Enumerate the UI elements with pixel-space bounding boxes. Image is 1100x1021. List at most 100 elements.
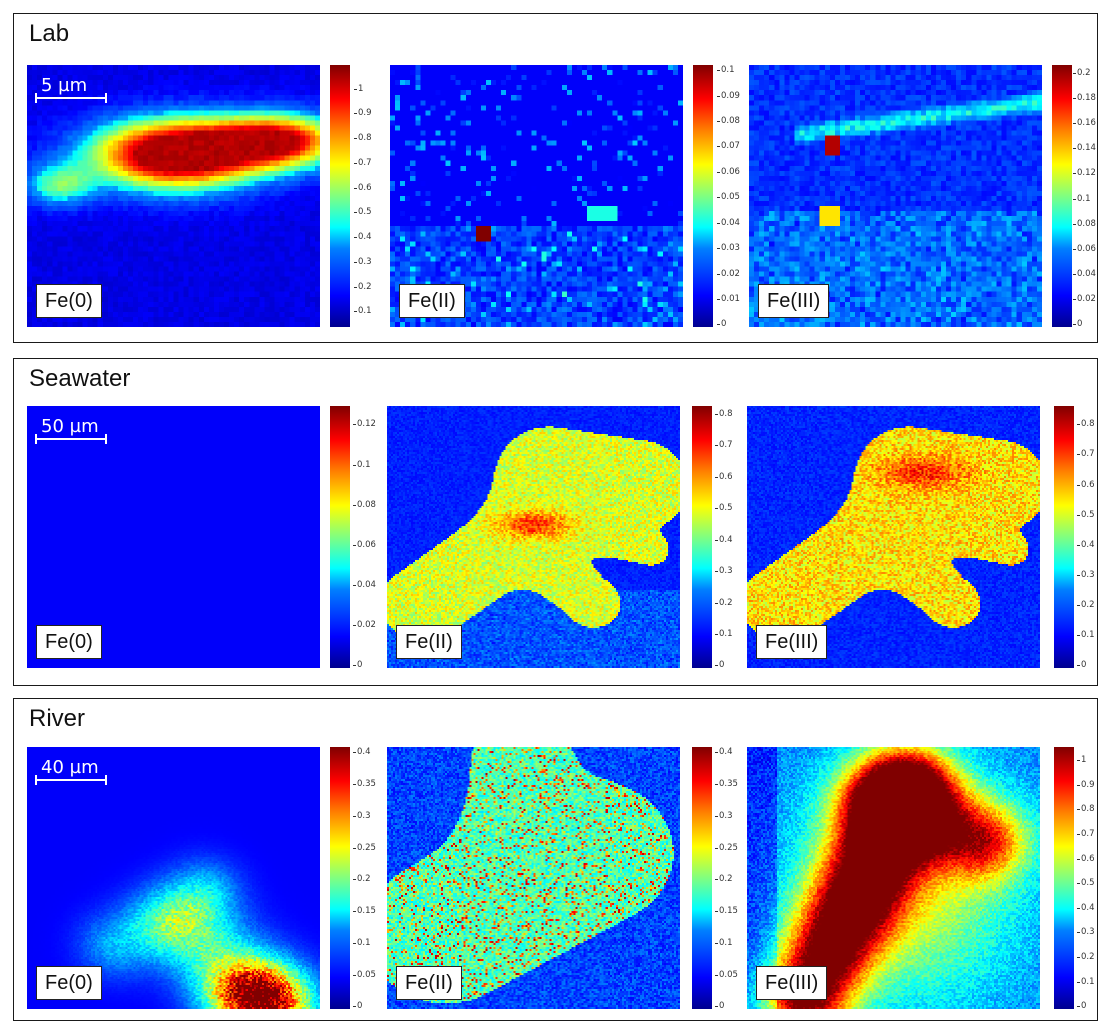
colorbar-tick-label: 0.35 — [715, 779, 738, 789]
colorbar-tick-label: 0 — [716, 319, 727, 330]
colorbar-tick-label: 0.6 — [354, 182, 372, 193]
species-label: Fe(III) — [758, 284, 830, 318]
colorbar-tick-label: 0.8 — [1077, 419, 1095, 430]
panel-title: Lab — [29, 20, 70, 47]
map-seawater-fe2: Fe(II) — [387, 406, 680, 668]
colorbar-tick-label: 0.3 — [353, 810, 371, 821]
colorbar-tick-label: 0.12 — [1073, 168, 1096, 179]
panel-lab: Lab 5 µm Fe(0) 1 0.9 0.8 0.7 0.6 0.5 0.4 0.3 0.2… — [13, 13, 1098, 343]
map-lab-fe3: Fe(III) — [749, 65, 1042, 327]
colorbar-tick-label: 0.06 — [353, 539, 376, 550]
colorbar-tick-label: 0.2 — [1073, 67, 1091, 78]
colorbar-tick-label: 0.4 — [1077, 902, 1095, 913]
colorbar-ticks: 0.1 0.09 0.08 0.07 0.06 0.05 0.04 0.03 0.02 0.01 0 — [716, 65, 761, 330]
scale-bar: 50 µm — [35, 416, 113, 446]
heatmap — [390, 65, 683, 327]
colorbar-tick-label: 0.3 — [1077, 569, 1095, 580]
colorbar-tick-label: 0.4 — [715, 534, 733, 545]
map-river-fe0: 40 µm Fe(0) — [27, 747, 320, 1009]
colorbar-tick-label: 0.6 — [715, 471, 733, 482]
heatmap — [387, 747, 680, 1009]
species-label: Fe(III) — [756, 625, 828, 659]
colorbar-tick-label: 0 — [1076, 1001, 1087, 1012]
map-lab-fe0: 5 µm Fe(0) — [27, 65, 320, 327]
scale-bar-line — [35, 775, 107, 785]
species-label: Fe(II) — [396, 966, 462, 1000]
colorbar-tick-label: 0.08 — [717, 116, 740, 127]
colorbar — [330, 65, 350, 327]
colorbar-tick-label: 0.05 — [353, 969, 376, 980]
heatmap — [387, 406, 680, 668]
colorbar-tick-label: 0.2 — [715, 874, 733, 885]
colorbar-tick-label: 0.3 — [1077, 927, 1095, 938]
colorbar-tick-label: 0.1 — [354, 306, 372, 317]
colorbar-tick-label: 0.9 — [354, 108, 372, 119]
colorbar-tick-label: 0.35 — [353, 779, 376, 789]
colorbar-tick-label: 0 — [1076, 660, 1087, 671]
colorbar-tick-label: 0.7 — [1077, 828, 1095, 839]
colorbar-tick-label: 0.9 — [1077, 779, 1095, 790]
colorbar-tick-label: 0.1 — [717, 65, 735, 76]
colorbar-tick-label: 0.2 — [354, 281, 372, 292]
colorbar-tick-label: 0.18 — [1073, 93, 1096, 103]
colorbar-tick-label: 0.1 — [1073, 193, 1091, 204]
colorbar-tick-label: 0.2 — [353, 874, 371, 885]
colorbar-tick-label: 0.12 — [353, 419, 376, 430]
panel-title: Seawater — [29, 365, 131, 392]
colorbar-tick-label: 0.4 — [354, 232, 372, 243]
colorbar-tick-label: 0.3 — [715, 566, 733, 577]
colorbar-tick-label: 0.04 — [1073, 269, 1096, 280]
colorbar-tick-label: 0.03 — [717, 243, 740, 254]
scale-bar-line — [35, 434, 107, 444]
colorbar-tick-label: 0.5 — [1077, 509, 1095, 520]
scale-bar-label: 40 µm — [41, 757, 99, 778]
colorbar-tick-label: 0.8 — [1077, 804, 1095, 815]
colorbar — [1054, 747, 1074, 1009]
colorbar-tick-label: 0.15 — [353, 906, 376, 917]
colorbar-tick-label: 0.7 — [715, 440, 733, 451]
colorbar-tick-label: 0.01 — [717, 293, 740, 304]
scale-bar: 40 µm — [35, 757, 113, 787]
colorbar-tick-label: 0.4 — [1077, 539, 1095, 550]
colorbar-tick-label: 0.8 — [715, 408, 733, 419]
colorbar-tick-label: 0.14 — [1073, 143, 1096, 154]
species-label: Fe(III) — [756, 966, 828, 1000]
colorbar-ticks: 0.4 0.35 0.3 0.25 0.2 0.15 0.1 0.05 0 — [352, 747, 397, 1011]
colorbar-tick-label: 0 — [1072, 319, 1083, 330]
colorbar-tick-label: 0.06 — [717, 166, 740, 177]
colorbar-tick-label: 0.25 — [353, 842, 376, 853]
panel-title: River — [29, 705, 86, 732]
panel-seawater: Seawater 50 µm Fe(0) 0.12 0.1 0.08 0.06 0.04… — [13, 358, 1098, 686]
map-river-fe3: Fe(III) — [747, 747, 1040, 1009]
map-lab-fe2: Fe(II) — [390, 65, 683, 327]
scale-bar-label: 50 µm — [41, 416, 99, 437]
colorbar-tick-label: 0.1 — [1077, 976, 1095, 987]
colorbar-tick-label: 0.3 — [715, 810, 733, 821]
colorbar-tick-label: 0 — [352, 660, 363, 671]
colorbar-ticks: 1 0.9 0.8 0.7 0.6 0.5 0.4 0.3 0.2 0.1 0 — [1076, 747, 1100, 1012]
panel-river: River 40 µm Fe(0) 0.4 0.35 0.3 0.25 0.2 0.15 0… — [13, 698, 1098, 1021]
colorbar — [330, 406, 350, 668]
colorbar-tick-label: 0.8 — [354, 133, 372, 144]
colorbar-tick-label: 0.1 — [715, 628, 733, 639]
colorbar-tick-label: 0.15 — [715, 906, 738, 917]
colorbar — [1052, 65, 1072, 327]
colorbar-tick-label: 0.5 — [715, 503, 733, 514]
colorbar-tick-label: 0.08 — [1073, 218, 1096, 229]
colorbar-tick-label: 0 — [714, 1001, 725, 1012]
colorbar-tick-label: 0.6 — [1077, 479, 1095, 490]
colorbar-tick-label: 0.07 — [717, 141, 740, 152]
colorbar-ticks: 0.8 0.7 0.6 0.5 0.4 0.3 0.2 0.1 0 — [714, 406, 759, 670]
colorbar-ticks: 0.4 0.35 0.3 0.25 0.2 0.15 0.1 0.05 0 — [714, 747, 759, 1012]
heatmap — [27, 747, 320, 1009]
map-river-fe2: Fe(II) — [387, 747, 680, 1009]
colorbar-tick-label: 0.1 — [715, 937, 733, 948]
colorbar — [692, 406, 712, 668]
heatmap — [747, 406, 1040, 668]
colorbar-tick-label: 0.05 — [717, 192, 740, 203]
species-label: Fe(0) — [36, 966, 102, 1000]
colorbar-tick-label: 0.7 — [354, 157, 372, 168]
species-label: Fe(0) — [36, 284, 102, 318]
colorbar-tick-label: 0.2 — [715, 597, 733, 608]
map-seawater-fe0: 50 µm Fe(0) — [27, 406, 320, 668]
